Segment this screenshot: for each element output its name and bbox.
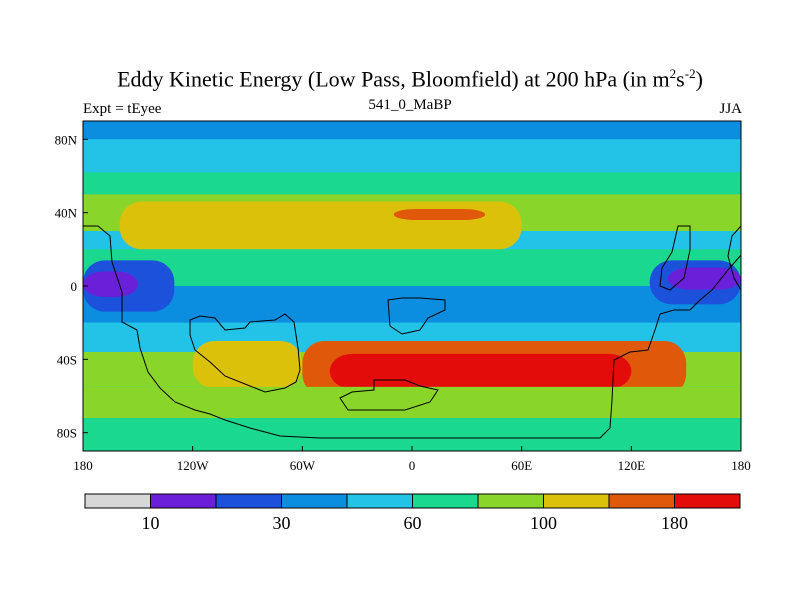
colorbar-swatch-7 (543, 493, 610, 509)
continent-outline (83, 225, 741, 439)
run-label: 541_0_MaBP (368, 97, 452, 113)
x-tick-label: 180 (73, 458, 93, 473)
x-tick-label: 120W (177, 458, 210, 473)
contour-band-7 (83, 286, 741, 323)
y-tick-label: 40S (57, 352, 77, 367)
contour-band-0 (83, 121, 741, 140)
contour-band-2 (83, 172, 741, 195)
y-tick-label: 80N (55, 132, 78, 147)
colorbar-label: 30 (273, 513, 291, 533)
contour-band-4 (119, 201, 522, 250)
contour-field (83, 121, 741, 451)
contour-band-11 (667, 267, 741, 290)
x-tick-label: 60E (511, 458, 532, 473)
colorbar-swatch-2 (215, 493, 282, 509)
contour-band-1 (83, 139, 741, 173)
contour-band-18 (83, 418, 741, 451)
colorbar: 10 30 60 100 180 (84, 493, 741, 533)
colorbar-swatch-0 (84, 493, 151, 509)
x-tick-label: 60W (290, 458, 316, 473)
contour-band-5 (393, 209, 486, 220)
x-tick-label: 0 (409, 458, 416, 473)
colorbar-swatch-9 (674, 493, 741, 509)
colorbar-label: 100 (530, 513, 557, 533)
colorbar-swatch-8 (608, 493, 675, 509)
contour-band-6 (83, 249, 741, 286)
season-label: JJA (719, 101, 742, 117)
colorbar-label: 10 (142, 513, 160, 533)
colorbar-swatch-1 (150, 493, 217, 509)
colorbar-swatch-3 (281, 493, 348, 509)
x-tick-label: 180 (731, 458, 751, 473)
contour-band-14 (192, 341, 303, 389)
colorbar-swatch-4 (346, 493, 413, 509)
colorbar-swatch-5 (412, 493, 479, 509)
x-tick-label: 120E (618, 458, 646, 473)
contour-band-9 (83, 271, 138, 297)
y-tick-label: 0 (71, 279, 78, 294)
colorbar-label: 180 (661, 513, 688, 533)
chart-title: Eddy Kinetic Energy (Low Pass, Bloomfiel… (117, 66, 703, 92)
y-tick-label: 40N (55, 206, 78, 221)
x-axis: 180 120W 60W 0 60E 120E 180 (73, 446, 751, 473)
contour-band-16 (329, 353, 632, 389)
contour-band-17 (83, 386, 741, 418)
y-axis: 80N 40N 0 40S 80S (55, 132, 88, 441)
colorbar-label: 60 (404, 513, 422, 533)
colorbar-swatch-6 (477, 493, 544, 509)
y-tick-label: 80S (57, 426, 77, 441)
experiment-label: Expt = tEyee (83, 101, 162, 117)
